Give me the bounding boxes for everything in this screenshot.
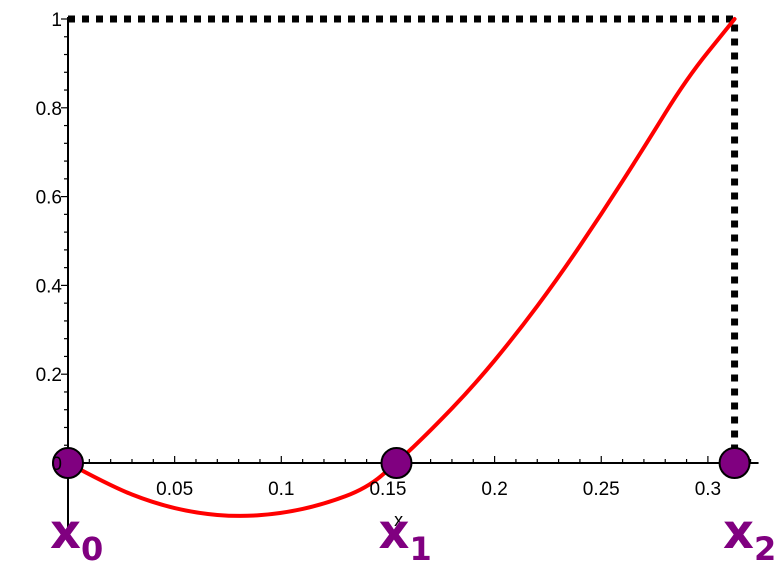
node-label-text: x xyxy=(378,504,409,560)
y-tick-label: 0.6 xyxy=(36,188,62,209)
x-tick-label: 0.15 xyxy=(369,479,406,500)
x-tick-label: 0.1 xyxy=(268,479,294,500)
node-label: x0 xyxy=(50,504,103,566)
x-tick-label: 0.2 xyxy=(481,479,507,500)
node-label: x2 xyxy=(723,504,776,566)
x-tick-label: 0.25 xyxy=(583,479,620,500)
y-tick-label: 1 xyxy=(51,10,62,31)
point-marker xyxy=(718,447,751,479)
node-label-text: x xyxy=(723,504,754,560)
point-marker xyxy=(52,447,84,479)
series-layer xyxy=(66,17,737,518)
point-marker xyxy=(380,447,413,479)
y-tick-label: 0.8 xyxy=(36,99,62,120)
node-label-subscript: 1 xyxy=(409,530,431,566)
markers xyxy=(52,447,751,479)
guide-line xyxy=(68,15,739,463)
node-label: x1 xyxy=(378,504,431,566)
node-label-subscript: 2 xyxy=(754,530,776,566)
y-tick-label: 0 xyxy=(51,454,62,475)
series-line xyxy=(66,17,737,518)
node-label-subscript: 0 xyxy=(81,530,103,566)
x-tick-label: 0.05 xyxy=(156,479,193,500)
y-tick-label: 0.4 xyxy=(36,276,63,297)
node-label-text: x xyxy=(50,504,81,560)
x-tick-label: 0.3 xyxy=(695,479,721,500)
guide-lines xyxy=(68,15,739,463)
y-tick-label: 0.2 xyxy=(36,365,62,386)
x-axis-label: x xyxy=(394,510,403,530)
